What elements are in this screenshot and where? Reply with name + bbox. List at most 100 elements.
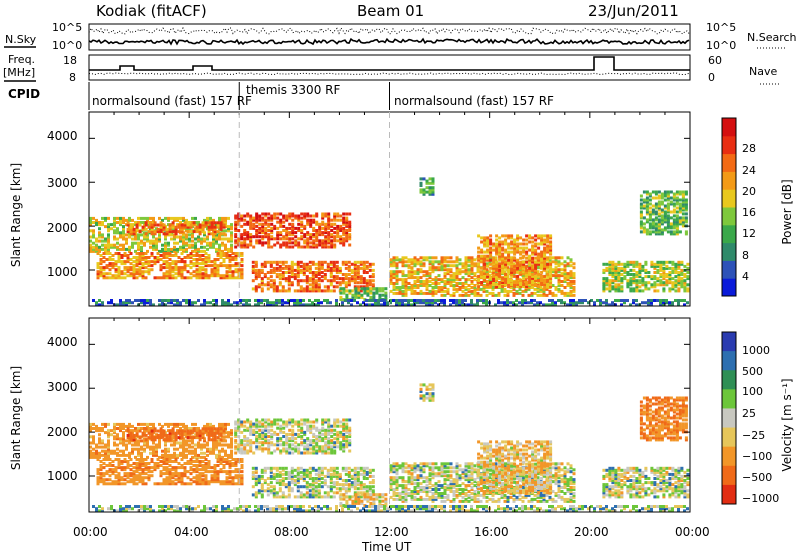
power-echo-cell: [141, 256, 145, 259]
velocity-echo-cell: [287, 483, 291, 487]
power-echo-cell: [267, 243, 271, 247]
power-echo-cell: [180, 223, 184, 227]
velocity-echo-cell: [174, 460, 178, 463]
power-echo-cell: [246, 220, 250, 224]
velocity-echo-cell: [209, 451, 212, 455]
power-echo-cell: [234, 276, 238, 280]
power-echo-cell: [206, 218, 209, 222]
velocity-echo-cell: [171, 480, 175, 484]
velocity-echo-cell: [425, 462, 429, 466]
power-echo-cell: [315, 222, 319, 226]
power-echo-cell: [167, 223, 170, 227]
power-echo-cell: [132, 264, 136, 268]
velocity-echo-cell: [278, 472, 282, 476]
power-echo-cell: [395, 286, 399, 289]
velocity-echo-cell: [201, 480, 205, 484]
velocity-echo-cell: [354, 495, 358, 499]
velocity-echo-cell: [294, 447, 298, 451]
power-echo-cell: [348, 224, 352, 228]
velocity-echo-cell: [156, 482, 160, 486]
velocity-echo-cell: [404, 466, 408, 470]
power-echo-cell: [104, 239, 107, 243]
power-echo-cell: [218, 233, 221, 237]
velocity-echo-cell: [278, 489, 282, 493]
power-echo-cell: [314, 262, 318, 266]
power-echo-cell: [269, 285, 273, 289]
velocity-echo-cell: [224, 451, 227, 455]
power-echo-cell: [140, 245, 143, 249]
power-echo-cell: [404, 282, 408, 285]
velocity-echo-cell: [362, 483, 366, 487]
power-echo-cell: [443, 276, 447, 280]
velocity-echo-cell: [506, 495, 510, 499]
power-echo-cell: [366, 293, 370, 297]
velocity-echo-cell: [291, 420, 295, 424]
velocity-echo-cell: [243, 447, 247, 451]
power-echo-cell: [134, 223, 137, 227]
power-echo-cell: [339, 237, 343, 241]
power-echo-cell: [200, 249, 203, 253]
power-echo-cell: [198, 223, 202, 227]
velocity-echo-cell: [234, 447, 238, 451]
velocity-echo-cell: [171, 476, 175, 480]
power-echo-cell: [293, 275, 297, 279]
power-echo-cell: [359, 275, 363, 279]
velocity-echo-cell: [173, 424, 176, 428]
velocity-echo-cell: [458, 476, 462, 480]
velocity-echo-cell: [333, 432, 337, 436]
power-echo-cell: [143, 241, 146, 245]
velocity-echo-cell: [141, 482, 145, 486]
power-echo-cell: [144, 223, 148, 227]
velocity-echo-cell: [315, 441, 319, 445]
velocity-echo-cell: [320, 466, 324, 470]
velocity-echo-cell: [98, 445, 101, 449]
velocity-echo-cell: [315, 428, 319, 432]
velocity-echo-cell: [192, 476, 196, 480]
velocity-echo-cell: [128, 424, 131, 428]
velocity-echo-cell: [312, 420, 316, 424]
power-echo-cell: [443, 272, 447, 276]
velocity-echo-cell: [419, 497, 423, 501]
velocity-echo-cell: [335, 477, 339, 480]
power-echo-cell: [357, 291, 361, 295]
velocity-echo-cell: [240, 441, 244, 445]
velocity-echo-cell: [266, 466, 270, 470]
velocity-echo-cell: [371, 479, 375, 482]
velocity-echo-cell: [99, 474, 103, 478]
velocity-echo-cell: [126, 433, 130, 437]
power-echo-cell: [272, 285, 276, 289]
power-echo-cell: [470, 258, 474, 262]
velocity-echo-cell: [348, 426, 352, 430]
velocity-echo-cell: [219, 468, 223, 472]
velocity-echo-cell: [107, 453, 110, 457]
velocity-echo-cell: [107, 445, 110, 449]
power-echo-cell: [428, 289, 432, 293]
power-echo-cell: [228, 258, 232, 261]
power-echo-cell: [470, 291, 474, 295]
power-echo-cell: [117, 258, 121, 261]
velocity-echo-cell: [317, 470, 321, 474]
velocity-echo-cell: [455, 478, 459, 482]
velocity-echo-cell: [332, 485, 336, 489]
power-echo-cell: [174, 276, 178, 280]
power-echo-cell: [258, 239, 262, 243]
velocity-echo-cell: [189, 429, 193, 433]
power-echo-cell: [314, 287, 318, 291]
velocity-echo-cell: [122, 449, 125, 453]
power-echo-cell: [134, 237, 137, 241]
power-echo-cell: [192, 274, 196, 278]
velocity-echo-cell: [425, 488, 429, 491]
nsky-tick-bottom: 10^0: [52, 39, 83, 52]
velocity-echo-cell: [410, 476, 414, 480]
power-echo-cell: [509, 256, 513, 260]
power-echo-cell: [318, 229, 322, 232]
velocity-echo-cell: [434, 484, 438, 488]
velocity-echo-cell: [287, 477, 291, 480]
velocity-echo-cell: [137, 451, 140, 455]
power-echo-cell: [321, 216, 325, 220]
velocity-echo-cell: [338, 474, 342, 478]
power-echo-cell: [117, 270, 121, 274]
power-echo-cell: [107, 225, 110, 229]
velocity-echo-cell: [258, 424, 262, 428]
power-echo-cell: [326, 262, 330, 266]
